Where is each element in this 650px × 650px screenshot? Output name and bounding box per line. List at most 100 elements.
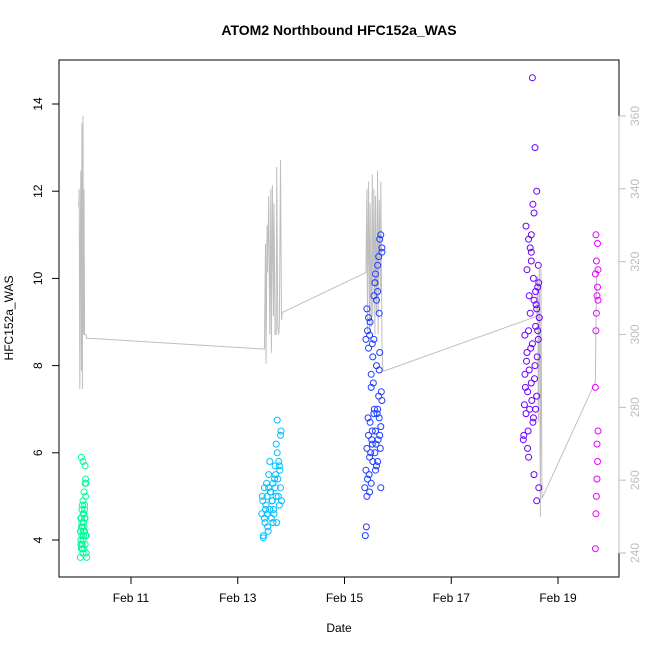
data-point bbox=[366, 331, 374, 339]
data-point bbox=[525, 235, 533, 243]
data-point bbox=[533, 187, 541, 195]
data-point bbox=[376, 444, 384, 452]
line-layer bbox=[78, 115, 599, 517]
data-point bbox=[363, 305, 371, 313]
data-point bbox=[592, 231, 600, 239]
data-point bbox=[533, 353, 541, 361]
data-point bbox=[364, 414, 372, 422]
data-point bbox=[526, 405, 534, 413]
data-point bbox=[376, 349, 384, 356]
data-point bbox=[375, 366, 383, 374]
x-tick-label: Feb 17 bbox=[433, 591, 471, 605]
data-point bbox=[373, 462, 380, 470]
data-point bbox=[368, 440, 376, 448]
data-point bbox=[275, 458, 283, 465]
data-point bbox=[591, 383, 599, 391]
data-point bbox=[523, 349, 531, 356]
data-point bbox=[273, 416, 281, 424]
data-point bbox=[79, 510, 87, 518]
data-point bbox=[372, 466, 379, 474]
data-point bbox=[373, 362, 380, 370]
data-point bbox=[366, 418, 374, 426]
data-point bbox=[372, 440, 380, 448]
data-point bbox=[82, 532, 90, 540]
y2-tick-label: 260 bbox=[628, 470, 642, 490]
data-point bbox=[275, 462, 283, 470]
data-point bbox=[594, 458, 601, 465]
data-point bbox=[374, 405, 382, 413]
data-point bbox=[262, 506, 269, 513]
data-point bbox=[274, 475, 282, 483]
data-point bbox=[77, 453, 85, 461]
y2-tick-label: 300 bbox=[628, 324, 642, 344]
data-point bbox=[367, 449, 375, 457]
data-point bbox=[273, 519, 281, 527]
data-point bbox=[267, 488, 275, 496]
data-point bbox=[366, 318, 374, 326]
data-point bbox=[364, 327, 371, 335]
data-point bbox=[528, 397, 536, 404]
y-axis-left: 4 6 8 10 12 14 bbox=[31, 97, 60, 543]
data-point bbox=[534, 335, 542, 343]
data-point bbox=[259, 532, 267, 540]
data-point bbox=[81, 514, 89, 522]
data-point bbox=[76, 527, 84, 535]
data-point bbox=[272, 492, 280, 500]
data-point bbox=[78, 501, 86, 509]
data-point bbox=[376, 235, 384, 243]
data-point bbox=[80, 488, 88, 496]
data-point bbox=[593, 475, 601, 483]
data-point bbox=[262, 501, 270, 509]
data-point bbox=[527, 248, 535, 256]
data-point bbox=[535, 314, 543, 322]
data-point bbox=[526, 309, 534, 317]
y2-tick-label: 320 bbox=[628, 251, 642, 271]
data-point bbox=[81, 506, 89, 513]
data-point bbox=[591, 545, 599, 553]
data-point bbox=[592, 510, 600, 518]
data-point bbox=[363, 444, 371, 452]
data-point bbox=[522, 410, 530, 418]
data-point bbox=[369, 458, 377, 465]
data-point bbox=[367, 383, 375, 391]
y2-tick-label: 280 bbox=[628, 397, 642, 417]
data-point bbox=[80, 523, 88, 531]
data-point bbox=[77, 514, 85, 522]
data-point bbox=[529, 274, 537, 282]
data-point bbox=[525, 366, 533, 374]
data-point bbox=[368, 340, 376, 348]
data-point bbox=[591, 270, 599, 278]
data-point bbox=[532, 405, 540, 413]
data-point bbox=[264, 527, 272, 535]
y-tick-label: 6 bbox=[31, 449, 45, 456]
data-point bbox=[371, 449, 379, 457]
data-point bbox=[532, 288, 540, 295]
data-point bbox=[82, 492, 90, 500]
data-point bbox=[522, 222, 530, 230]
data-point bbox=[271, 475, 279, 483]
y2-tick-label: 240 bbox=[628, 543, 642, 563]
data-point bbox=[374, 288, 382, 295]
data-point bbox=[363, 492, 371, 500]
data-point bbox=[373, 410, 381, 418]
data-point bbox=[258, 492, 266, 500]
data-point bbox=[531, 375, 538, 383]
data-point bbox=[362, 335, 370, 343]
data-point bbox=[523, 357, 530, 365]
data-point bbox=[368, 427, 376, 435]
data-point bbox=[81, 462, 89, 470]
data-point bbox=[377, 484, 385, 492]
data-point bbox=[375, 414, 383, 422]
data-point bbox=[369, 353, 377, 361]
x-tick-label: Feb 13 bbox=[219, 591, 257, 605]
data-point bbox=[592, 309, 600, 317]
data-point bbox=[277, 427, 285, 435]
data-point bbox=[534, 261, 542, 269]
data-point bbox=[528, 340, 536, 348]
y-tick-label: 8 bbox=[31, 362, 45, 369]
data-point bbox=[532, 322, 540, 330]
data-point bbox=[594, 296, 602, 304]
data-point bbox=[78, 545, 86, 553]
data-point bbox=[268, 497, 276, 505]
